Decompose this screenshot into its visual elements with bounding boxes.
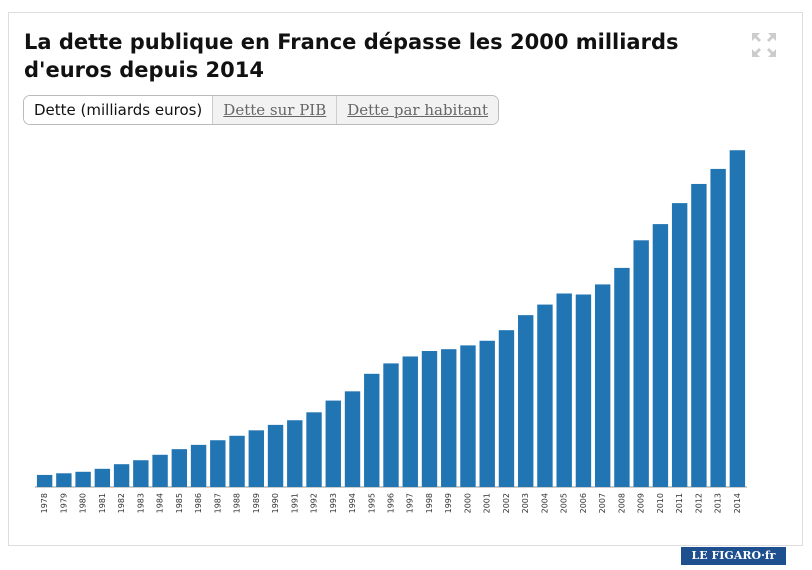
x-tick-label: 1984 xyxy=(156,493,165,513)
x-tick-label: 2002 xyxy=(502,493,511,513)
bar xyxy=(133,460,149,487)
bar xyxy=(575,294,592,487)
bar xyxy=(267,424,284,487)
bar xyxy=(729,150,746,488)
x-tick-label: 1994 xyxy=(348,493,357,513)
bar xyxy=(614,267,630,487)
bar xyxy=(498,330,515,487)
bar xyxy=(383,363,399,487)
x-tick-label: 2004 xyxy=(540,493,549,513)
x-tick-label: 2011 xyxy=(675,493,684,513)
bar xyxy=(287,420,303,487)
x-tick-label: 2005 xyxy=(560,493,569,513)
x-tick-label: 2013 xyxy=(714,493,723,513)
x-tick-label: 2003 xyxy=(521,493,530,513)
bar xyxy=(75,471,91,487)
x-tick-label: 2001 xyxy=(483,493,492,513)
bar xyxy=(113,464,130,487)
bar xyxy=(306,412,322,487)
x-tick-label: 1998 xyxy=(425,493,434,513)
x-tick-label: 2009 xyxy=(637,493,646,513)
bar xyxy=(344,391,361,487)
x-tick-label: 2008 xyxy=(617,493,626,513)
tab[interactable]: Dette (milliards euros) xyxy=(24,96,213,124)
bar xyxy=(691,183,707,487)
bar xyxy=(229,435,245,487)
x-tick-label: 1993 xyxy=(329,493,338,513)
bar xyxy=(479,340,495,487)
bar xyxy=(325,400,341,487)
bar xyxy=(594,284,611,487)
bar xyxy=(556,293,572,487)
tab[interactable]: Dette sur PIB xyxy=(212,96,337,124)
x-tick-label: 1991 xyxy=(290,493,299,513)
bar xyxy=(671,203,688,487)
bar xyxy=(518,315,534,487)
x-tick-label: 1980 xyxy=(79,493,88,513)
card xyxy=(8,12,803,546)
x-tick-label: 1978 xyxy=(40,493,49,513)
x-tick-label: 1990 xyxy=(271,493,280,513)
x-tick-label: 1985 xyxy=(175,493,184,513)
x-tick-label: 1989 xyxy=(252,493,261,513)
x-tick-label: 1983 xyxy=(136,493,145,513)
tab[interactable]: Dette par habitant xyxy=(336,96,498,124)
x-tick-label: 1979 xyxy=(59,493,68,513)
bar xyxy=(402,356,418,487)
bar xyxy=(152,454,168,487)
bar xyxy=(364,373,380,487)
x-tick-label: 2010 xyxy=(656,493,665,513)
x-tick-label: 1986 xyxy=(194,493,203,513)
bar xyxy=(421,351,438,487)
x-tick-label: 1996 xyxy=(387,493,396,513)
x-tick-label: 1995 xyxy=(367,493,376,513)
bar xyxy=(537,304,553,487)
bar xyxy=(441,349,457,487)
x-tick-label: 2014 xyxy=(733,493,742,513)
x-tick-label: 1997 xyxy=(406,493,415,513)
logo[interactable]: LE FIGARO·fr xyxy=(681,547,786,565)
x-tick-label: 1982 xyxy=(117,493,126,513)
x-tick-label: 2000 xyxy=(463,493,472,513)
bar xyxy=(56,473,72,487)
bar xyxy=(36,474,53,487)
bar xyxy=(460,345,476,487)
bar xyxy=(94,468,111,487)
x-tick-label: 2012 xyxy=(694,493,703,513)
chart-title: La dette publique en France dépasse les … xyxy=(24,30,679,82)
expand-icon[interactable] xyxy=(752,33,776,57)
x-tick-label: 2006 xyxy=(579,493,588,513)
x-tick-label: 1999 xyxy=(444,493,453,513)
x-tick-label: 2007 xyxy=(598,493,607,513)
bar xyxy=(710,168,726,487)
bar xyxy=(171,449,188,487)
x-tick-label: 1987 xyxy=(213,493,222,513)
bar xyxy=(190,444,207,487)
bar xyxy=(248,430,264,487)
bar xyxy=(210,440,226,487)
x-tick-label: 1981 xyxy=(98,493,107,513)
tab-bar: Dette (milliards euros) Dette sur PIB De… xyxy=(23,95,499,125)
x-tick-label: 1988 xyxy=(233,493,242,513)
bar xyxy=(652,224,669,487)
x-tick-label: 1992 xyxy=(310,493,319,513)
bar xyxy=(633,240,649,487)
